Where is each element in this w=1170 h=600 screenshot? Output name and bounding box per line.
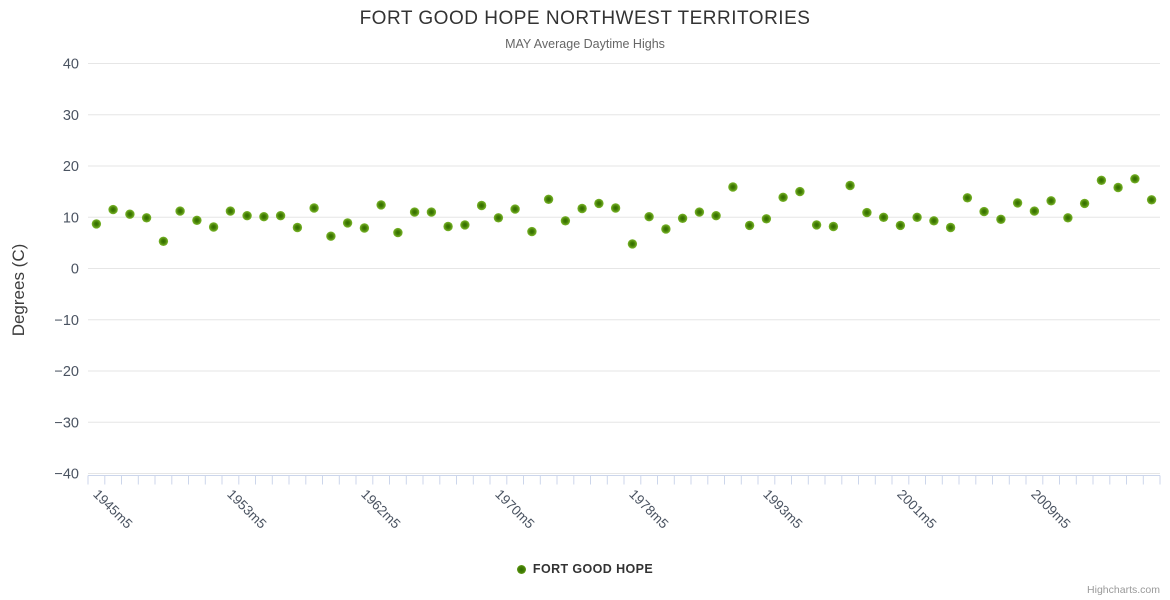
x-axis-label: 2001m5 bbox=[894, 487, 939, 532]
data-point[interactable] bbox=[661, 224, 671, 234]
data-point[interactable] bbox=[594, 198, 604, 209]
data-point[interactable] bbox=[694, 207, 705, 217]
chart-title: FORT GOOD HOPE NORTHWEST TERRITORIES bbox=[359, 8, 811, 29]
data-point[interactable] bbox=[1012, 198, 1023, 208]
data-point[interactable] bbox=[543, 194, 554, 204]
data-point[interactable] bbox=[828, 221, 839, 232]
data-point[interactable] bbox=[108, 204, 118, 215]
data-point[interactable] bbox=[91, 219, 102, 229]
data-point[interactable] bbox=[577, 203, 587, 214]
legend: FORT GOOD HOPE bbox=[0, 562, 1170, 576]
data-point[interactable] bbox=[426, 207, 437, 217]
data-point[interactable] bbox=[141, 213, 152, 223]
y-axis-label: 30 bbox=[63, 108, 79, 124]
data-point[interactable] bbox=[359, 223, 370, 233]
legend-marker-icon bbox=[516, 564, 526, 574]
data-point[interactable] bbox=[1113, 182, 1123, 193]
data-point[interactable] bbox=[409, 207, 420, 217]
data-point[interactable] bbox=[1146, 195, 1157, 205]
y-axis-title: Degrees (C) bbox=[9, 243, 28, 337]
y-axis-label: 40 bbox=[63, 57, 79, 73]
highcharts-credits-link[interactable]: Highcharts.com bbox=[1087, 584, 1160, 596]
data-point[interactable] bbox=[493, 213, 504, 223]
data-point[interactable] bbox=[192, 215, 202, 225]
data-point[interactable] bbox=[728, 182, 738, 192]
data-point[interactable] bbox=[560, 216, 571, 226]
data-point[interactable] bbox=[929, 216, 939, 226]
data-point[interactable] bbox=[393, 227, 403, 238]
data-point[interactable] bbox=[1096, 175, 1107, 185]
y-axis-label: −20 bbox=[54, 364, 79, 380]
data-point[interactable] bbox=[912, 212, 922, 222]
data-point[interactable] bbox=[510, 204, 520, 214]
data-point[interactable] bbox=[476, 200, 487, 211]
data-point[interactable] bbox=[979, 206, 989, 217]
data-point[interactable] bbox=[811, 220, 822, 230]
y-axis-label: 20 bbox=[63, 159, 79, 175]
data-point[interactable] bbox=[125, 209, 135, 219]
data-point[interactable] bbox=[158, 236, 169, 246]
data-point[interactable] bbox=[962, 193, 973, 203]
data-point[interactable] bbox=[527, 226, 537, 237]
data-point[interactable] bbox=[208, 222, 219, 232]
x-axis-label: 1978m5 bbox=[626, 487, 671, 532]
data-point[interactable] bbox=[292, 222, 303, 233]
data-point[interactable] bbox=[275, 211, 286, 221]
data-point[interactable] bbox=[443, 221, 453, 232]
data-point[interactable] bbox=[644, 212, 654, 222]
data-point[interactable] bbox=[610, 203, 621, 213]
data-point[interactable] bbox=[744, 220, 755, 231]
data-point[interactable] bbox=[225, 206, 236, 216]
data-point[interactable] bbox=[342, 218, 353, 228]
y-axis-label: 10 bbox=[63, 210, 79, 226]
y-axis-label: 0 bbox=[71, 262, 79, 278]
data-point[interactable] bbox=[862, 207, 872, 218]
data-point[interactable] bbox=[1079, 198, 1090, 209]
x-axis-label: 1962m5 bbox=[358, 487, 403, 532]
x-axis-label: 1945m5 bbox=[90, 487, 135, 532]
legend-label: FORT GOOD HOPE bbox=[532, 562, 654, 576]
data-point[interactable] bbox=[795, 186, 805, 197]
data-point[interactable] bbox=[1029, 206, 1040, 216]
data-point[interactable] bbox=[778, 192, 788, 202]
data-point[interactable] bbox=[326, 231, 336, 241]
y-axis-label: −30 bbox=[54, 415, 79, 431]
data-point[interactable] bbox=[1063, 213, 1073, 223]
data-point[interactable] bbox=[711, 211, 721, 221]
data-point[interactable] bbox=[845, 180, 855, 191]
data-point[interactable] bbox=[376, 200, 386, 210]
data-point[interactable] bbox=[627, 239, 638, 249]
x-axis-label: 1993m5 bbox=[760, 487, 805, 532]
y-axis-label: −40 bbox=[54, 467, 79, 483]
data-point[interactable] bbox=[242, 211, 252, 221]
x-axis-label: 1970m5 bbox=[492, 487, 537, 532]
data-point[interactable] bbox=[259, 212, 269, 222]
data-point[interactable] bbox=[309, 203, 319, 213]
data-point[interactable] bbox=[1046, 196, 1056, 206]
data-point[interactable] bbox=[878, 212, 889, 222]
data-point[interactable] bbox=[175, 206, 185, 216]
x-axis-label: 2009m5 bbox=[1028, 487, 1073, 532]
data-point[interactable] bbox=[460, 220, 470, 230]
data-point[interactable] bbox=[761, 214, 772, 224]
data-point[interactable] bbox=[677, 213, 688, 223]
chart-subtitle: MAY Average Daytime Highs bbox=[505, 37, 665, 51]
y-axis-label: −10 bbox=[54, 313, 79, 329]
data-point[interactable] bbox=[1130, 174, 1140, 184]
x-axis-label: 1953m5 bbox=[224, 487, 269, 532]
data-point[interactable] bbox=[996, 214, 1006, 224]
data-point[interactable] bbox=[895, 220, 906, 231]
data-point[interactable] bbox=[945, 222, 956, 233]
legend-item-fort-good-hope[interactable]: FORT GOOD HOPE bbox=[516, 562, 654, 576]
